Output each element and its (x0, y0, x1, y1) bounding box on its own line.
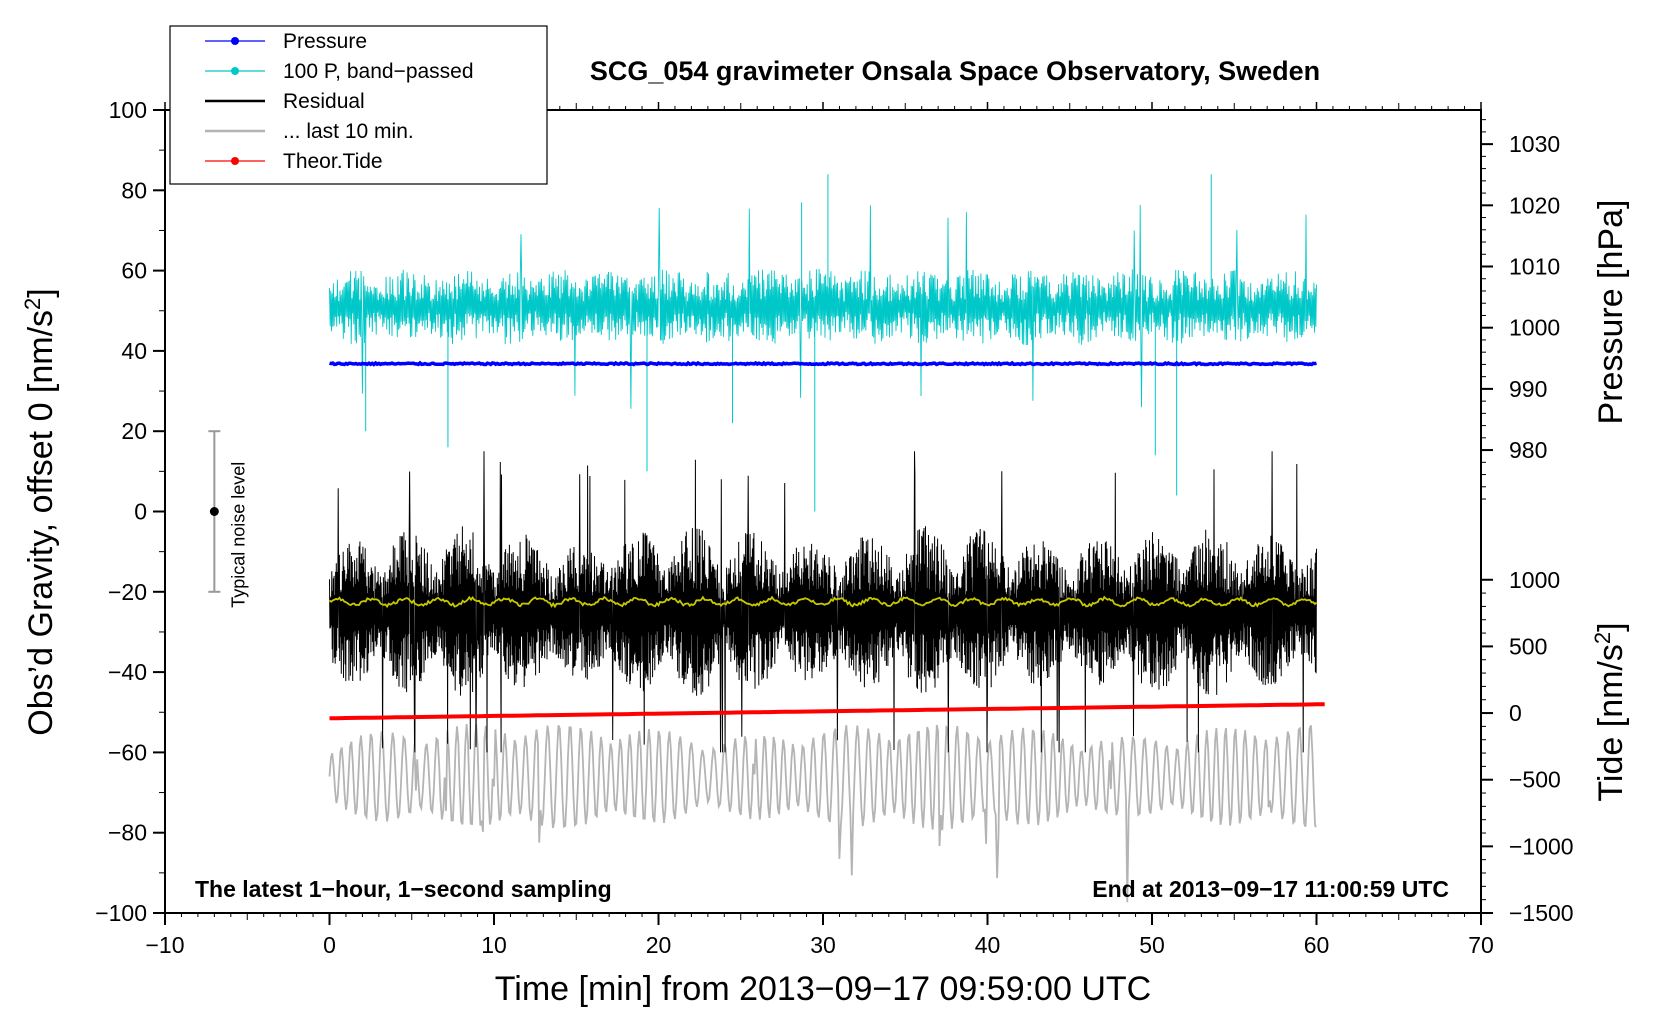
series-pressure (329, 360, 1317, 367)
y-tick-label: −40 (108, 659, 147, 685)
pressure-tick-label: 980 (1509, 437, 1547, 463)
pressure-tick-label: 1010 (1509, 254, 1560, 280)
plot-frame (164, 109, 1482, 914)
legend-marker (231, 67, 239, 75)
pressure-tick-label: 1030 (1509, 131, 1560, 157)
x-tick-label: 40 (975, 932, 1001, 958)
y-tick-label: −60 (108, 739, 147, 765)
y-axis-left-label: Obs’d Gravity, offset 0 [nm/s2] (20, 288, 60, 735)
x-tick-label: 20 (646, 932, 672, 958)
y-axis-left-label-text: Obs’d Gravity, offset 0 [nm/s (22, 310, 60, 736)
x-tick-label: 60 (1304, 932, 1330, 958)
y-axis-left: −100 −80 −60 −40 −20 0 20 40 60 80 100 (95, 97, 165, 926)
end-time-annotation: End at 2013−09−17 11:00:59 UTC (1092, 876, 1449, 902)
tide-tick-label: 0 (1509, 700, 1522, 726)
noise-bar-center (209, 507, 219, 516)
series-theor-tide (329, 702, 1325, 721)
y-tick-label: 40 (121, 338, 147, 364)
y-tick-label: 0 (134, 499, 147, 525)
tide-axis-label-sup: 2 (1590, 632, 1615, 644)
tide-axis-label: Tide [nm/s2] (1590, 622, 1630, 801)
pressure-axis-label: Pressure [hPa] (1592, 200, 1630, 425)
y-tick-label: −20 (108, 579, 147, 605)
x-tick-label: −10 (145, 932, 184, 958)
y-tick-label: 60 (121, 258, 147, 284)
pressure-tick-label: 1020 (1509, 192, 1560, 218)
x-tick-label: 10 (481, 932, 507, 958)
y-tick-label: −100 (95, 900, 147, 926)
legend-label: Pressure (283, 30, 367, 53)
x-axis: −10 0 10 20 30 40 50 60 70 (145, 102, 1494, 958)
y-tick-label: 20 (121, 418, 147, 444)
y-tick-label: 100 (109, 97, 147, 123)
noise-bar-label: Typical noise level (228, 462, 248, 608)
tide-tick-label: 500 (1509, 633, 1547, 659)
legend-label: ... last 10 min. (283, 120, 414, 143)
legend-marker (231, 37, 239, 45)
chart-title: SCG_054 gravimeter Onsala Space Observat… (590, 56, 1320, 86)
series-layer (328, 174, 1325, 903)
legend-label: Theor.Tide (283, 150, 383, 173)
x-axis-label: Time [min] from 2013−09−17 09:59:00 UTC (495, 970, 1151, 1008)
x-tick-label: 0 (323, 932, 336, 958)
y-tick-label: 80 (121, 177, 147, 203)
x-tick-label: 50 (1139, 932, 1165, 958)
y-axis-tide: −1500 −1000 −500 0 500 1000 (1481, 567, 1574, 926)
series-residual (329, 451, 1317, 753)
series-last-10-min (328, 723, 1318, 903)
pressure-tick-label: 990 (1509, 376, 1547, 402)
x-tick-label: 30 (810, 932, 836, 958)
tide-tick-label: −500 (1509, 767, 1561, 793)
pressure-tick-label: 1000 (1509, 315, 1560, 341)
y-axis-left-label-end: ] (22, 288, 60, 297)
y-axis-pressure: 980 990 1000 1010 1020 1030 (1481, 119, 1560, 500)
tide-tick-label: −1500 (1509, 900, 1574, 926)
x-tick-label: 70 (1468, 932, 1494, 958)
tide-axis-label-text: Tide [nm/s (1592, 644, 1630, 801)
legend-label: 100 P, band−passed (283, 60, 474, 83)
y-tick-label: −80 (108, 820, 147, 846)
sampling-annotation: The latest 1−hour, 1−second sampling (195, 876, 612, 902)
series-residual-smoothed (328, 595, 1318, 609)
noise-level-bar: Typical noise level (208, 430, 248, 608)
y-axis-left-label-sup: 2 (20, 298, 45, 310)
legend: Pressure 100 P, band−passed Residual ... la… (169, 25, 548, 185)
tide-tick-label: 1000 (1509, 567, 1560, 593)
legend-label: Residual (283, 90, 365, 113)
legend-marker (231, 157, 239, 165)
tide-tick-label: −1000 (1509, 833, 1574, 859)
series-band-passed (329, 204, 1317, 409)
tide-axis-label-end: ] (1592, 622, 1630, 631)
